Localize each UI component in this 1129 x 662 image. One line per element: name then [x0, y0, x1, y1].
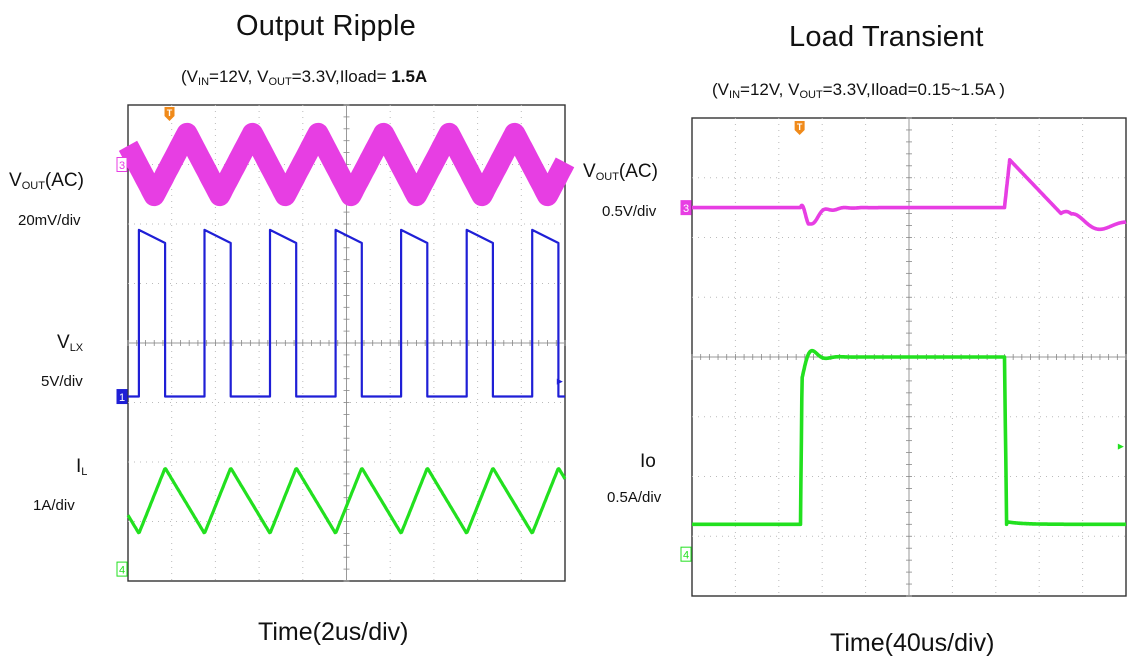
vlx-switching-waveform [128, 228, 565, 398]
vin-value: =12V, [209, 67, 253, 86]
load-transient-scope: 3 4 T [680, 117, 1128, 597]
il-current-waveform [126, 467, 567, 535]
vout-ripple-waveform [118, 122, 575, 207]
ch1-marker-box [116, 389, 128, 405]
load-transient-title: Load Transient [789, 21, 984, 53]
ch3-marker-box [116, 157, 128, 172]
ch4-marker-box [116, 561, 128, 577]
vout-label-tail: (AC) [44, 170, 84, 191]
trigger-marker-right: T [797, 122, 803, 132]
vout-scale-label: 20mV/div [18, 212, 81, 229]
output-ripple-conditions: (VIN=12V, VOUT=3.3V,Iload= 1.5A [181, 67, 428, 88]
io-scale-label: 0.5A/div [607, 489, 662, 506]
il-scale-label: 1A/div [33, 497, 75, 514]
io-label: Io [640, 451, 656, 472]
vout-symbol-2: V [788, 80, 800, 99]
output-ripple-scope: 3 1 4 T [116, 104, 575, 582]
io-trigger-level-arrow [1117, 443, 1124, 450]
vout-ac-label: VOUT(AC) [9, 170, 84, 192]
ch4-marker-right: 4 [683, 550, 689, 562]
output-ripple-time-label: Time(2us/div) [258, 618, 409, 646]
vin-subscript-2: IN [729, 89, 741, 101]
trigger-marker-right-shape [794, 121, 805, 135]
vin-subscript: IN [198, 76, 210, 88]
trigger-marker: T [167, 108, 173, 118]
ch3-marker-right-box [680, 200, 692, 216]
ch3-marker-right: 3 [683, 203, 689, 215]
ch4-marker-right-box [680, 546, 692, 562]
il-label-sub: L [81, 466, 88, 478]
vout-subscript: OUT [268, 76, 292, 88]
vlx-scale-label: 5V/div [41, 373, 83, 390]
vout2-label-sub: OUT [595, 171, 619, 183]
vout-ac-label-2: VOUT(AC) [583, 161, 658, 183]
vout-symbol: V [257, 67, 269, 86]
vlx-trigger-level-arrow [556, 378, 563, 385]
vin-symbol: V [186, 67, 199, 86]
load-transient-conditions: (VIN=12V, VOUT=3.3V,Iload=0.15~1.5A ) [712, 80, 1005, 101]
vin-symbol-2: V [717, 80, 730, 99]
il-label-main: I [76, 456, 82, 477]
trigger-marker-shape [164, 107, 175, 121]
vlx-label-sub: LX [69, 342, 84, 354]
vout2-label-tail: (AC) [618, 161, 658, 182]
vout-iload-text: =3.3V,Iload= [291, 67, 387, 86]
vout-label-main: V [9, 170, 22, 191]
vout-iload-text-2: =3.3V,Iload=0.15~1.5A [822, 80, 995, 99]
vout-transient-waveform [690, 157, 1128, 232]
output-ripple-title: Output Ripple [236, 10, 416, 42]
vout-subscript-2: OUT [799, 89, 823, 101]
load-transient-time-label: Time(40us/div) [830, 629, 995, 657]
ch4-marker: 4 [119, 565, 125, 577]
ch3-marker: 3 [119, 160, 125, 172]
vlx-label: VLX [57, 332, 83, 354]
vin-value-2: =12V, [740, 80, 784, 99]
iload-value: 1.5A [391, 67, 428, 86]
vout-scale-label-2: 0.5V/div [602, 203, 657, 220]
ch1-marker: 1 [119, 392, 125, 404]
vout-label-sub: OUT [21, 180, 45, 192]
io-step-waveform [690, 348, 1128, 527]
il-label: IL [76, 456, 87, 478]
vout2-label-main: V [583, 161, 596, 182]
vlx-label-main: V [57, 332, 70, 353]
